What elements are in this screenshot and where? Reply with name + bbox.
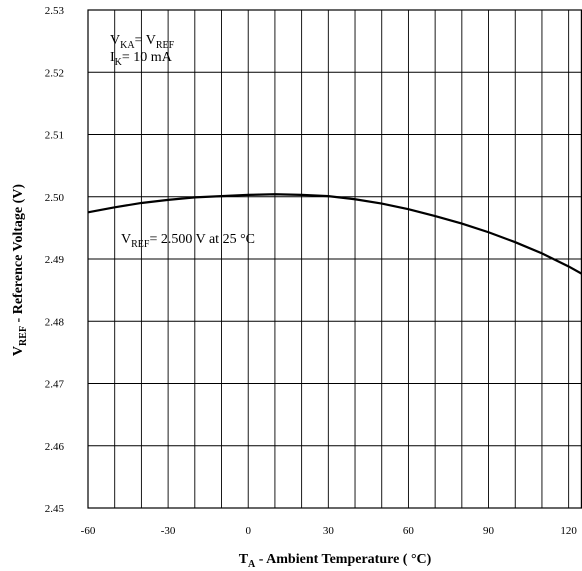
x-axis-title: TA - Ambient Temperature ( °C)	[239, 552, 432, 570]
y-tick-label: 2.45	[45, 503, 65, 515]
x-tick-label: 120	[560, 525, 577, 537]
y-tick-label: 2.47	[45, 379, 65, 391]
tick-labels: -60 -30 0 30 60 90 120 2.45 2.46 2.47 2.48 2.49 2.50…	[45, 5, 578, 537]
vref-nominal-annotation: VREF= 2.500 V at 25 °C	[121, 232, 255, 250]
x-tick-label: 0	[245, 525, 251, 537]
plot-frame	[87, 9, 582, 509]
y-tick-label: 2.52	[45, 67, 64, 79]
x-tick-label: -60	[81, 525, 96, 537]
y-axis-title: VREF - Reference Voltage (V)	[11, 184, 29, 356]
reference-voltage-curve	[87, 193, 582, 275]
x-tick-label: 60	[403, 525, 415, 537]
x-tick-label: 90	[483, 525, 495, 537]
condition-vka-annotation: VKA= VREF	[110, 33, 175, 51]
y-tick-label: 2.48	[45, 316, 65, 328]
condition-ik-annotation: IK= 10 mA	[110, 50, 173, 68]
y-tick-label: 2.51	[45, 130, 64, 142]
x-tick-label: -30	[161, 525, 176, 537]
y-tick-label: 2.46	[45, 441, 65, 453]
y-tick-label: 2.53	[45, 5, 65, 17]
grid-lines	[88, 10, 582, 508]
y-tick-label: 2.49	[45, 254, 65, 266]
x-tick-label: 30	[323, 525, 335, 537]
y-tick-label: 2.50	[45, 192, 65, 204]
